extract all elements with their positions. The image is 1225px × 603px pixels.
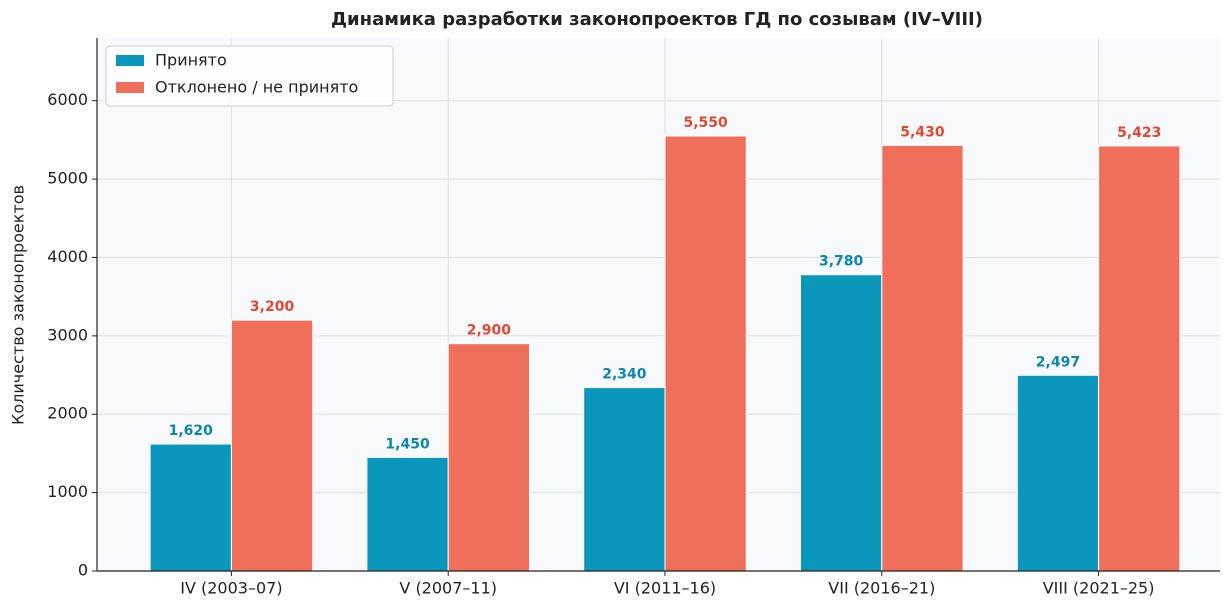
- legend-box: [105, 45, 394, 107]
- legend-label: Принято: [155, 51, 227, 70]
- legend-swatch: [116, 55, 144, 66]
- y-axis-label: Количество законопроектов: [9, 185, 28, 425]
- legend-label: Отклонено / не принято: [155, 78, 358, 97]
- value-label: 1,620: [169, 423, 214, 439]
- x-tick-label: VI (2011–16): [614, 579, 716, 598]
- value-label: 2,497: [1036, 354, 1080, 370]
- legend-swatch: [116, 82, 144, 93]
- x-tick-label: VIII (2021–25): [1043, 579, 1155, 598]
- bar: [881, 144, 964, 572]
- y-tick-label: 3000: [47, 325, 88, 344]
- bar: [1016, 374, 1100, 572]
- value-label: 5,550: [684, 115, 729, 131]
- value-label: 3,780: [819, 254, 864, 270]
- x-tick-label: IV (2003–07): [180, 579, 282, 598]
- bar: [1098, 145, 1181, 572]
- bar: [447, 343, 531, 572]
- y-tick-label: 4000: [47, 247, 88, 266]
- bar: [366, 456, 449, 572]
- bar: [230, 319, 314, 572]
- y-tick-label: 6000: [47, 90, 88, 109]
- value-label: 5,423: [1117, 125, 1161, 141]
- x-tick-label: VII (2016–21): [828, 579, 935, 598]
- bar: [664, 135, 747, 572]
- x-tick-label: V (2007–11): [399, 579, 497, 598]
- y-tick-label: 5000: [47, 169, 88, 188]
- bar: [149, 443, 232, 572]
- chart-title: Динамика разработки законопроектов ГД по…: [331, 9, 983, 30]
- value-label: 2,900: [467, 323, 512, 339]
- bar: [583, 387, 666, 572]
- value-label: 1,450: [385, 436, 430, 452]
- value-label: 3,200: [250, 299, 295, 315]
- y-tick-label: 0: [78, 561, 88, 580]
- value-label: 5,430: [900, 124, 945, 140]
- y-tick-label: 1000: [47, 482, 88, 501]
- bar: [800, 274, 883, 572]
- value-label: 2,340: [602, 367, 647, 383]
- y-tick-label: 2000: [47, 404, 88, 423]
